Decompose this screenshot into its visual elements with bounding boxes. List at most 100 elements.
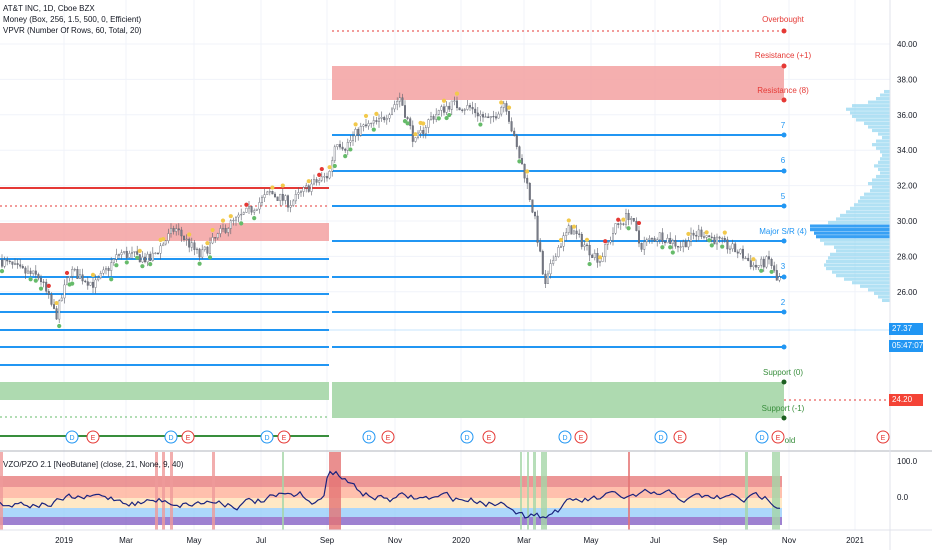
candle-body (21, 266, 24, 269)
signal-dot-low (343, 154, 348, 159)
candle-body (268, 191, 271, 193)
dividend-marker[interactable] (654, 430, 668, 444)
earnings-marker[interactable] (277, 430, 291, 444)
candle-body (336, 144, 339, 148)
candle-body (198, 248, 201, 258)
price-tick-label: 26.00 (897, 288, 918, 297)
candle-body (744, 257, 747, 260)
candle-body (154, 252, 157, 254)
volume-bar (810, 224, 890, 228)
candle-body (614, 223, 617, 234)
volume-bar (876, 146, 890, 150)
grid-lines (0, 0, 890, 530)
time-tick-label: May (186, 536, 201, 545)
price-axis[interactable]: 40.00 38.00 36.00 34.00 32.00 30.00 28.00 26.00 (897, 40, 918, 297)
candle-body (250, 206, 253, 213)
signal-dot-red (616, 217, 621, 222)
candle-body (396, 101, 399, 105)
oscillator-axis[interactable]: 100.0 0.0 (897, 457, 918, 502)
signal-dot-red (46, 283, 51, 288)
candle-body (281, 193, 284, 201)
candle-body (515, 135, 518, 147)
earnings-marker[interactable] (381, 430, 395, 444)
candle-body (536, 215, 539, 243)
signal-dot-low (517, 159, 522, 164)
dividend-marker[interactable] (65, 430, 79, 444)
time-axis[interactable]: 2019 Mar May Jul Sep Nov 2020 Mar May Jul Sep Nov 20… (55, 536, 864, 545)
indicator-vzo[interactable]: VZO/PZO 2.1 [NeoButane] (close, 21, None… (3, 460, 184, 469)
dividend-marker[interactable] (755, 430, 769, 444)
candle-body (180, 229, 183, 237)
candle-body (409, 118, 412, 126)
earnings-marker[interactable] (876, 430, 890, 444)
event-label: E (186, 435, 191, 442)
signal-dot-high (584, 237, 590, 242)
candle-body (695, 234, 698, 237)
candle-body (591, 254, 594, 258)
candle-body (474, 108, 477, 114)
candle-body (588, 245, 591, 256)
candle-body (341, 146, 344, 150)
dividend-marker[interactable] (362, 430, 376, 444)
candle-body (91, 281, 94, 288)
candle-body (63, 284, 66, 299)
osc-highlight-bar (282, 452, 284, 530)
volume-bar (864, 121, 890, 126)
candle-body (752, 264, 755, 268)
candle-body (279, 193, 282, 201)
signal-dot-high (228, 214, 233, 219)
candle-body (86, 281, 89, 286)
candle-body (354, 128, 357, 137)
candle-body (612, 233, 615, 241)
candle-body (156, 252, 159, 254)
earnings-marker[interactable] (86, 430, 100, 444)
candle-body (32, 270, 35, 274)
time-tick-label: Nov (388, 536, 402, 545)
candle-body (383, 117, 386, 121)
signal-dot-low (720, 244, 725, 249)
candle-body (73, 269, 76, 271)
candle-body (528, 182, 531, 200)
signal-dot-high (280, 183, 285, 188)
candle-body (349, 140, 352, 143)
earnings-marker[interactable] (574, 430, 588, 444)
level-6-label: 6 (781, 156, 786, 165)
price-tick-label: 36.00 (897, 111, 918, 120)
dividend-marker[interactable] (260, 430, 274, 444)
candle-body (19, 264, 22, 267)
earnings-marker[interactable] (771, 430, 785, 444)
candle-body (326, 176, 329, 179)
signal-dot-low (57, 323, 62, 329)
earnings-marker[interactable] (482, 430, 496, 444)
signal-dot-high (137, 248, 142, 253)
candle-body (237, 214, 240, 218)
dividend-marker[interactable] (460, 430, 474, 444)
candle-body (305, 185, 308, 188)
osc-highlight-bar (533, 452, 536, 530)
candle-body (435, 114, 438, 120)
candle-body (247, 206, 250, 209)
earnings-marker[interactable] (673, 430, 687, 444)
indicator-money[interactable]: Money (Box, 256, 1.5, 500, 0, Efficient) (3, 15, 142, 24)
candle-body (128, 253, 131, 258)
indicator-vpvr[interactable]: VPVR (Number Of Rows, 60, Total, 20) (3, 26, 142, 35)
signal-dot-high (187, 232, 192, 237)
event-label: E (678, 435, 683, 442)
volume-bar (850, 111, 890, 115)
candle-body (497, 113, 500, 119)
candle-body (112, 259, 115, 263)
level-2-label: 2 (781, 298, 786, 307)
dividend-marker[interactable] (558, 430, 572, 444)
signal-dot-high (161, 236, 166, 242)
resistance-plus1-label: Resistance (+1) (755, 51, 812, 60)
oscillator-highlight-bars (0, 452, 780, 530)
signal-dot-low (197, 261, 202, 266)
symbol-title[interactable]: AT&T INC, 1D, Cboe BZX (3, 4, 95, 13)
dividend-marker[interactable] (164, 430, 178, 444)
volume-bar (872, 143, 890, 147)
candle-body (6, 259, 9, 262)
osc-highlight-bar (170, 452, 173, 530)
earnings-marker[interactable] (181, 430, 195, 444)
